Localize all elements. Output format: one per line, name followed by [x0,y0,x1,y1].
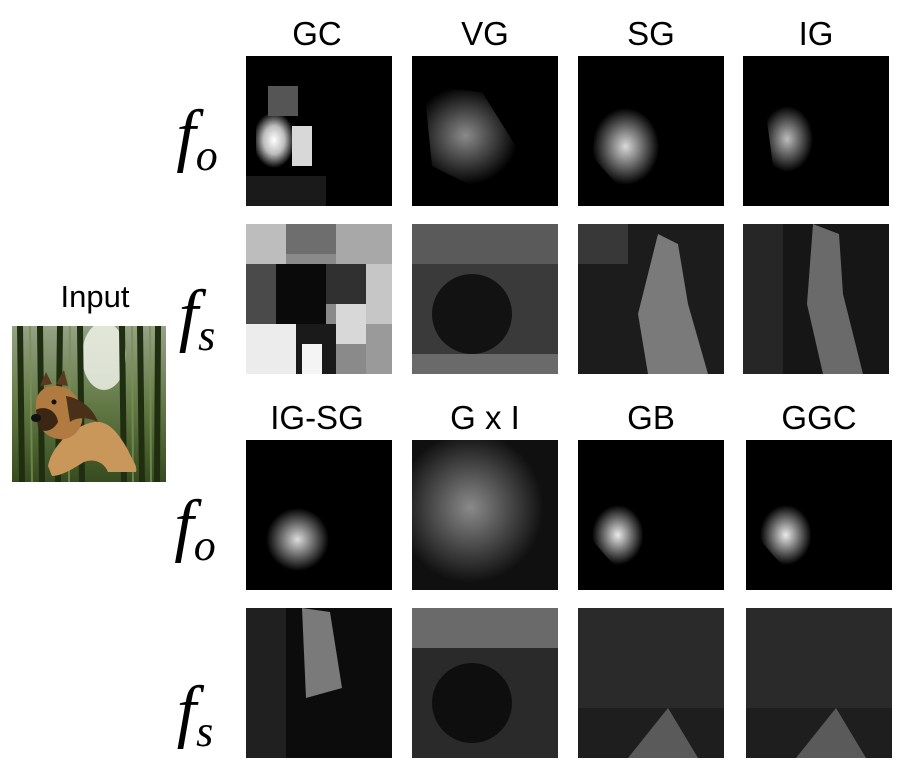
ggc-fs-map [746,608,892,758]
input-label: Input [60,279,130,314]
ig-fs-map [743,224,889,374]
gc-fo-map [246,56,392,206]
vg-fo-map [412,56,558,206]
gxi-fo-map [412,440,558,590]
sg-fs-map [578,224,724,374]
gb-fs-map [578,608,724,758]
row-label-f-o-top: fo [152,96,242,180]
row-label-f-s-bottom: fs [150,672,240,756]
column-title-gc: GC [292,15,342,52]
column-title-vg: VG [461,15,509,52]
input-dog-image-svg [12,326,166,482]
row-label-subscript: s [196,707,214,756]
igsg-fs-map [246,608,392,758]
input-dog-image [12,326,166,482]
row-label-f-s-top: fs [152,276,242,360]
row-label-subscript: o [193,521,216,570]
row-label-base: f [176,97,196,174]
column-title-g-x-i: G x I [450,399,520,436]
gxi-fs-map [412,608,558,758]
gb-fo-map [578,440,724,590]
igsg-fo-map [246,440,392,590]
gc-fs-map [246,224,392,374]
ggc-fo-map [746,440,892,590]
ig-fo-map [743,56,889,206]
row-label-subscript: o [195,131,218,180]
column-title-gb: GB [627,399,675,436]
column-title-ig: IG [798,15,834,52]
column-title-ig-sg: IG-SG [270,399,364,436]
row-label-base: f [174,487,194,564]
column-title-ggc: GGC [781,399,857,436]
row-label-base: f [176,673,197,750]
column-title-sg: SG [627,15,675,52]
row-label-f-o-bottom: fo [150,486,240,570]
sg-fo-map [578,56,724,206]
row-label-base: f [178,277,199,354]
row-label-subscript: s [198,311,216,360]
vg-fs-map [412,224,558,374]
